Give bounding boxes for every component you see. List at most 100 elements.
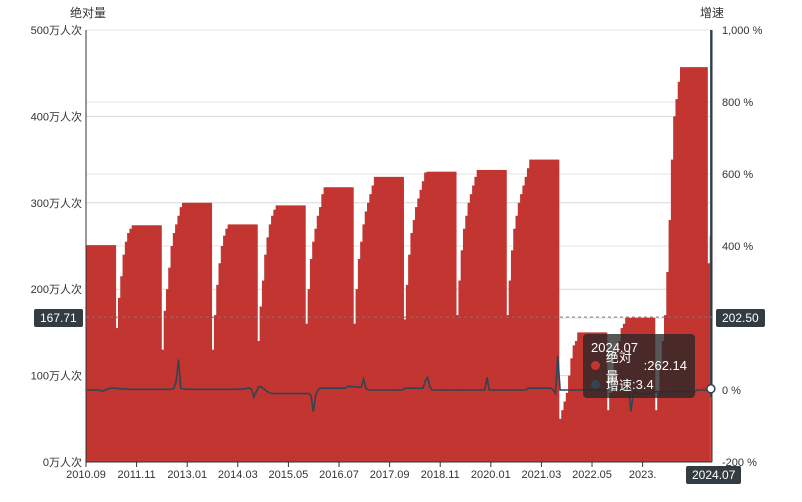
bar[interactable] (261, 280, 265, 462)
bar[interactable] (145, 225, 149, 462)
bar[interactable] (241, 224, 245, 462)
bar[interactable] (419, 189, 423, 462)
bar[interactable] (111, 245, 114, 462)
bar[interactable] (526, 168, 530, 463)
bar[interactable] (449, 171, 452, 463)
bar[interactable] (522, 185, 526, 462)
bar[interactable] (481, 169, 484, 462)
bar[interactable] (152, 225, 155, 462)
bar[interactable] (488, 169, 491, 462)
bar[interactable] (572, 345, 576, 462)
bar[interactable] (168, 267, 171, 462)
bar[interactable] (291, 205, 295, 462)
bar[interactable] (229, 224, 233, 462)
bar[interactable] (565, 392, 569, 462)
bar[interactable] (223, 235, 226, 462)
bar[interactable] (545, 159, 548, 462)
bar[interactable] (284, 205, 288, 462)
bar[interactable] (129, 228, 133, 462)
bar[interactable] (702, 67, 706, 462)
bar[interactable] (120, 276, 123, 462)
bar[interactable] (122, 254, 126, 462)
bar[interactable] (492, 169, 496, 462)
bar[interactable] (403, 319, 407, 462)
bar[interactable] (547, 159, 551, 462)
bar[interactable] (149, 225, 153, 462)
bar[interactable] (353, 323, 356, 462)
bar[interactable] (369, 194, 372, 462)
bar[interactable] (462, 228, 466, 462)
bar[interactable] (513, 228, 516, 462)
bar[interactable] (143, 225, 146, 462)
bar[interactable] (673, 116, 676, 463)
bar[interactable] (325, 187, 329, 463)
bar[interactable] (494, 169, 498, 462)
bar[interactable] (339, 187, 343, 463)
bar[interactable] (209, 202, 213, 463)
bar[interactable] (255, 224, 258, 462)
bar[interactable] (207, 202, 210, 463)
bar[interactable] (344, 187, 347, 463)
bar[interactable] (705, 67, 708, 462)
bar[interactable] (127, 233, 130, 462)
bar[interactable] (200, 202, 203, 463)
bar[interactable] (424, 172, 427, 462)
bar[interactable] (563, 401, 567, 462)
bar[interactable] (323, 187, 327, 463)
bar[interactable] (332, 187, 336, 463)
bar[interactable] (686, 67, 690, 462)
bar[interactable] (540, 159, 544, 462)
bar[interactable] (165, 289, 169, 462)
bar[interactable] (163, 310, 167, 462)
bar[interactable] (508, 280, 512, 462)
bar[interactable] (197, 202, 201, 463)
bar[interactable] (341, 187, 345, 463)
bar[interactable] (117, 297, 121, 462)
bar[interactable] (485, 169, 489, 462)
bar[interactable] (92, 245, 96, 462)
bar[interactable] (101, 245, 105, 462)
bar[interactable] (549, 159, 553, 462)
bar[interactable] (373, 176, 377, 462)
bar[interactable] (351, 187, 354, 463)
bar[interactable] (243, 224, 247, 462)
bar[interactable] (264, 254, 267, 462)
bar[interactable] (204, 202, 208, 463)
bar[interactable] (293, 205, 297, 462)
bar[interactable] (408, 254, 411, 462)
bar[interactable] (147, 225, 151, 462)
bar[interactable] (693, 67, 697, 462)
bar[interactable] (684, 67, 688, 462)
bar[interactable] (266, 237, 270, 462)
bar[interactable] (538, 159, 542, 462)
bar[interactable] (499, 169, 503, 462)
bar[interactable] (426, 171, 430, 463)
bar[interactable] (202, 202, 206, 463)
bar[interactable] (378, 176, 382, 462)
bar[interactable] (561, 410, 564, 462)
bar[interactable] (90, 245, 94, 462)
bar[interactable] (529, 159, 532, 462)
bar[interactable] (460, 250, 464, 462)
bar[interactable] (520, 194, 523, 462)
bar[interactable] (346, 187, 350, 463)
bar[interactable] (218, 263, 222, 462)
bar[interactable] (248, 224, 251, 462)
bar[interactable] (510, 250, 514, 462)
bar[interactable] (533, 159, 537, 462)
bar[interactable] (193, 202, 197, 463)
bar[interactable] (469, 194, 473, 462)
bar[interactable] (211, 349, 215, 462)
bar[interactable] (618, 341, 622, 462)
bar[interactable] (314, 228, 318, 462)
bar[interactable] (316, 215, 320, 462)
bar[interactable] (104, 245, 107, 462)
bar[interactable] (380, 176, 384, 462)
bar[interactable] (131, 225, 135, 462)
bar[interactable] (385, 176, 388, 462)
bar[interactable] (524, 176, 528, 462)
bar[interactable] (691, 67, 695, 462)
bar[interactable] (536, 159, 539, 462)
bar[interactable] (268, 224, 272, 462)
bar[interactable] (613, 358, 617, 462)
